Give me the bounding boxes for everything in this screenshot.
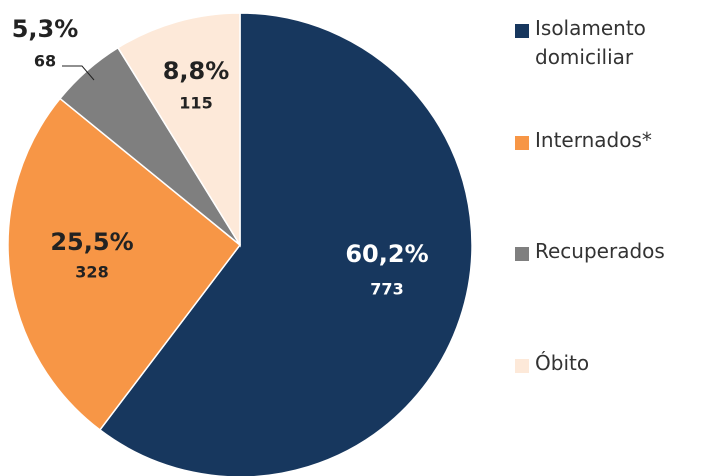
legend-label: Isolamento domiciliar [535, 16, 646, 69]
value-label: 5,3% [12, 15, 79, 43]
value-label: 60,2% [345, 240, 428, 268]
legend-label: Óbito [535, 351, 590, 375]
legend-item: Isolamento domiciliar [515, 16, 685, 72]
legend-label: Recuperados [535, 239, 665, 263]
legend-swatch [515, 136, 529, 150]
legend-swatch [515, 359, 529, 373]
count-label: 773 [370, 280, 403, 299]
pie-slice [116, 12, 241, 248]
legend-item: Internados* [515, 128, 685, 155]
leader-line [62, 65, 95, 81]
value-label: 25,5% [50, 228, 133, 256]
legend-swatch [515, 247, 529, 261]
pie-slice [7, 97, 242, 431]
count-label: 328 [75, 263, 108, 282]
legend-item: Recuperados [515, 239, 685, 266]
count-label: 68 [34, 52, 56, 71]
legend-item: Óbito [515, 351, 685, 378]
legend-swatch [515, 24, 529, 38]
value-label: 8,8% [163, 57, 230, 85]
pie-slice [98, 12, 473, 476]
count-label: 115 [179, 94, 212, 113]
legend-label: Internados* [535, 128, 652, 152]
